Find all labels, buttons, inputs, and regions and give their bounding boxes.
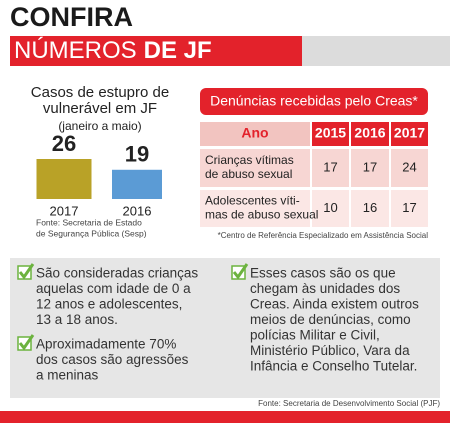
note-text: Esses casos são os que	[250, 266, 396, 281]
row-label: Adolescentes víti-	[205, 194, 300, 208]
table-value: 17	[323, 159, 337, 174]
table-cell	[312, 190, 349, 227]
chart-source: de Segurança Pública (Sesp)	[36, 228, 147, 238]
subtitle-part: DE JF	[144, 37, 212, 64]
row-label: Crianças vítimas	[205, 153, 294, 167]
note-text: aquelas com idade de 0 a	[36, 281, 191, 296]
subtitle-part: NÚMEROS	[14, 37, 137, 64]
note-text: chegam às unidades dos	[250, 281, 400, 296]
table-cell	[391, 190, 428, 227]
chart-title: vulnerável em JF	[43, 100, 157, 117]
table-value: 10	[323, 200, 337, 215]
column-header: 2017	[394, 125, 425, 141]
note-text: Aproximadamente 70%	[36, 337, 176, 352]
table-cell	[351, 190, 389, 227]
table-title-box	[200, 88, 428, 115]
table-cell	[200, 190, 310, 227]
table-value: 16	[363, 200, 377, 215]
value-label: 26	[52, 131, 76, 156]
note-text: 13 a 18 anos.	[36, 312, 118, 327]
note-text: São consideradas crianças	[36, 266, 198, 281]
header-cell	[200, 122, 310, 146]
note-text: meios de denúncias, como	[250, 312, 411, 327]
bar	[36, 159, 92, 199]
note-text: Creas. Ainda existem outros	[250, 297, 419, 312]
header-cell	[351, 122, 389, 146]
table-cell	[351, 149, 389, 187]
value-label: 19	[125, 142, 149, 167]
category-label: 2016	[123, 203, 152, 218]
page-source: Fonte: Secretaria de Desenvolvimento Soc…	[258, 399, 440, 408]
chart-subtitle: (janeiro a maio)	[58, 119, 141, 133]
row-label: mas de abuso sexual	[205, 208, 318, 222]
note-text: Infância e Conselho Tutelar.	[250, 359, 417, 374]
header-cell	[391, 122, 428, 146]
footer-band	[0, 411, 450, 423]
table-cell	[391, 149, 428, 187]
notes-box	[10, 258, 440, 398]
table-value: 17	[363, 159, 377, 174]
table-title: Denúncias recebidas pelo Creas*	[210, 93, 418, 109]
table-value: 24	[402, 159, 416, 174]
column-header: 2016	[354, 125, 385, 141]
column-header: Ano	[241, 125, 268, 141]
check-mark	[18, 334, 35, 351]
category-label: 2017	[50, 203, 79, 218]
note-text: dos casos são agressões	[36, 352, 189, 367]
header-cell	[312, 122, 349, 146]
table-cell	[200, 149, 310, 187]
note-text: a meninas	[36, 368, 99, 383]
header-subtitle: NÚMEROS DE JF	[14, 37, 212, 64]
note-text: Ministério Público, Vara da	[250, 343, 410, 358]
header-title: CONFIRA	[10, 2, 133, 32]
note-text: 12 anos e adolescentes,	[36, 297, 182, 312]
table-footnote: *Centro de Referência Especializado em A…	[218, 231, 429, 240]
table-cell	[312, 149, 349, 187]
check-mark	[232, 263, 249, 280]
header-red-band	[10, 36, 302, 66]
note-text: polícias Militar e Civil,	[250, 328, 380, 343]
column-header: 2015	[315, 125, 346, 141]
bar	[112, 169, 162, 199]
check-mark	[18, 263, 35, 280]
row-label: de abuso sexual	[205, 167, 292, 181]
table-value: 17	[402, 200, 416, 215]
chart-title: Casos de estupro de	[31, 84, 169, 101]
chart-source: Fonte: Secretaria de Estado	[36, 217, 142, 227]
